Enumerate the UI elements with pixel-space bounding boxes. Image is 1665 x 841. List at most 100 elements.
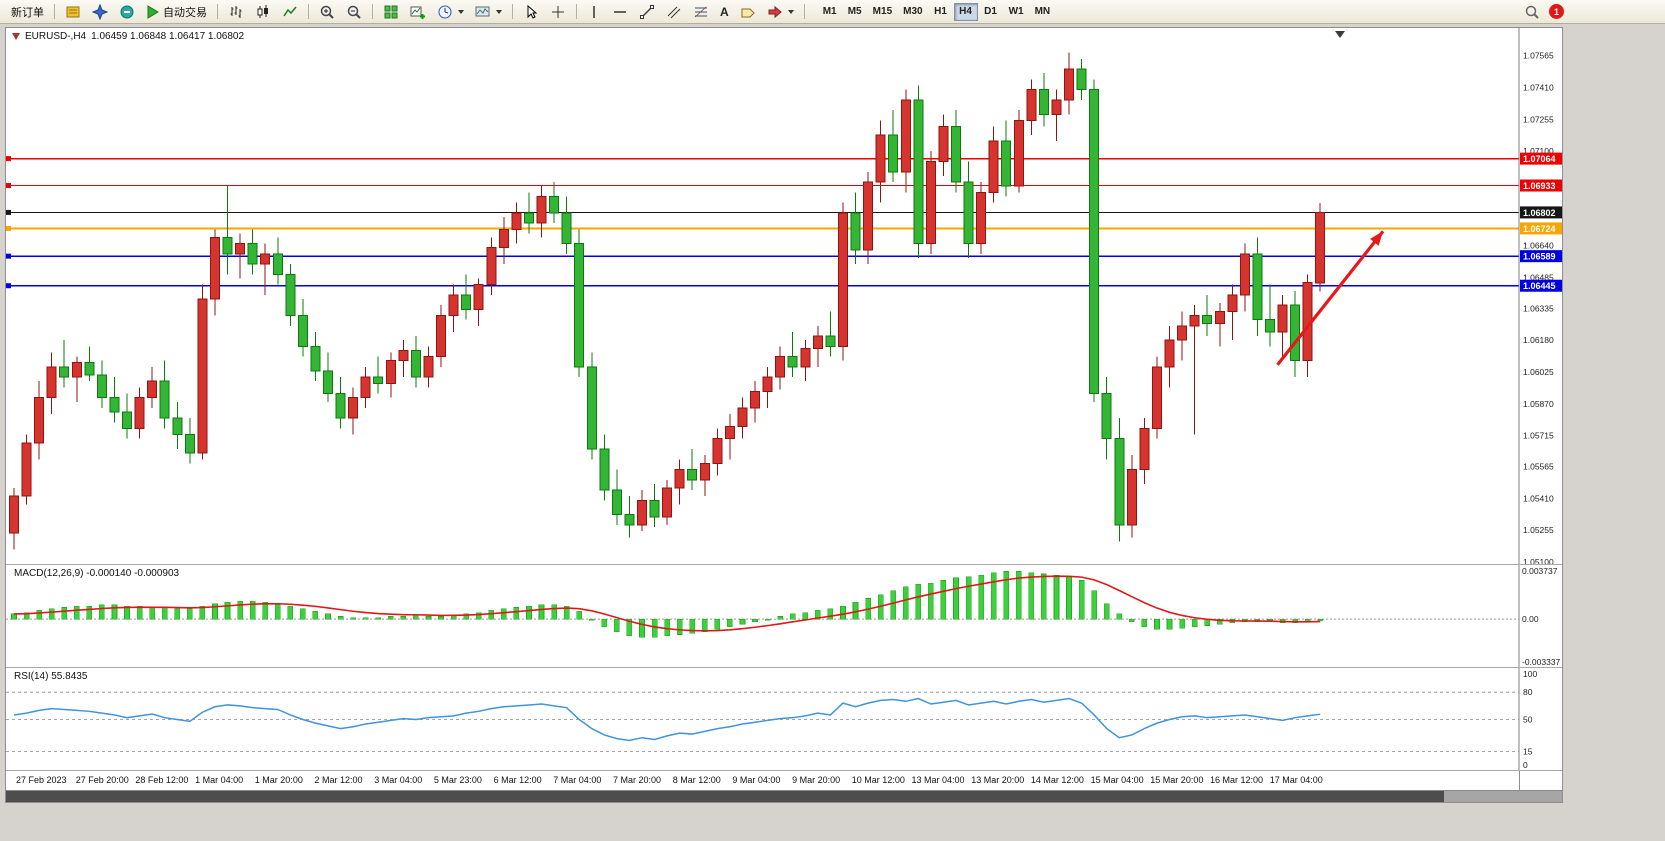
svg-text:1.06589: 1.06589	[1523, 252, 1556, 262]
play-icon	[147, 4, 159, 19]
trendline-tool-button[interactable]	[634, 2, 660, 22]
svg-text:-0.003337: -0.003337	[1522, 657, 1561, 667]
crosshair-icon	[552, 5, 564, 18]
label-tool-button[interactable]	[735, 2, 761, 22]
time-axis[interactable]: 27 Feb 2023 27 Feb 20:00 28 Feb 12:00 1 Mar…	[6, 770, 1562, 790]
toolbar-right-group: 1	[1524, 4, 1564, 20]
time-label: 7 Mar 04:00	[553, 775, 602, 785]
svg-text:1.05715: 1.05715	[1523, 431, 1554, 441]
chevron-down-icon	[787, 9, 794, 14]
time-label: 17 Mar 04:00	[1269, 775, 1323, 785]
time-label: 9 Mar 04:00	[732, 775, 781, 785]
time-label: 13 Mar 20:00	[971, 775, 1025, 785]
market-watch-button[interactable]	[60, 2, 86, 22]
tab-timeframe-h4[interactable]: H4	[953, 2, 978, 21]
svg-text:1.07064: 1.07064	[1523, 154, 1556, 164]
fibonacci-icon	[694, 6, 707, 17]
svg-text:1.05565: 1.05565	[1523, 461, 1554, 471]
time-label: 7 Mar 20:00	[613, 775, 662, 785]
time-label: 6 Mar 12:00	[493, 775, 542, 785]
rsi-pane: 100 80 50 15 0 RSI(14) 55.8435	[6, 667, 1562, 771]
candlestick-chart[interactable]: 1.075651.074101.072551.071001.069451.066…	[6, 28, 1562, 564]
toolbar-separator	[576, 4, 577, 19]
time-label: 2 Mar 12:00	[314, 775, 363, 785]
crosshair-tool-button[interactable]	[545, 2, 571, 22]
svg-text:0.003737: 0.003737	[1522, 566, 1558, 576]
zoom-out-button[interactable]	[341, 2, 367, 22]
navigator-button[interactable]	[87, 2, 113, 22]
svg-text:1.05100: 1.05100	[1523, 557, 1554, 564]
vertical-line-icon	[593, 5, 595, 18]
svg-text:0: 0	[1523, 760, 1528, 770]
time-label: 14 Mar 12:00	[1030, 775, 1084, 785]
rsi-chart[interactable]: 100 80 50 15 0	[6, 668, 1562, 771]
tab-timeframe-mn[interactable]: MN	[1030, 3, 1056, 21]
svg-text:1.07255: 1.07255	[1523, 114, 1554, 124]
auto-trading-button[interactable]: 自动交易	[141, 2, 212, 22]
market-watch-icon	[66, 6, 80, 17]
auto-trading-label: 自动交易	[163, 6, 207, 19]
toolbar-separator	[308, 4, 309, 19]
tile-windows-button[interactable]	[378, 2, 404, 22]
navigator-icon	[92, 3, 108, 20]
chart-title: EURUSD-,H4 1.06459 1.06848 1.06417 1.068…	[12, 31, 244, 42]
svg-text:15: 15	[1523, 746, 1533, 756]
bar-chart-button[interactable]	[223, 2, 249, 22]
new-order-button[interactable]: 新订单	[6, 2, 49, 22]
label-icon	[741, 8, 755, 17]
search-icon[interactable]	[1524, 4, 1540, 20]
time-label: 3 Mar 04:00	[374, 775, 423, 785]
channel-tool-button[interactable]	[661, 2, 687, 22]
line-chart-button[interactable]	[277, 2, 303, 22]
svg-text:0.00: 0.00	[1522, 614, 1539, 624]
svg-text:80: 80	[1523, 687, 1533, 697]
time-label: 1 Mar 20:00	[254, 775, 303, 785]
trend-arrow-annotation	[1276, 230, 1385, 366]
text-tool-button[interactable]: A	[715, 2, 734, 22]
tab-timeframe-m1[interactable]: M1	[818, 3, 842, 21]
chevron-down-icon	[496, 9, 502, 14]
terminal-icon	[120, 5, 134, 18]
tab-timeframe-m15[interactable]: M15	[868, 3, 897, 21]
tab-timeframe-w1[interactable]: W1	[1004, 3, 1029, 21]
rsi-label: RSI(14) 55.8435	[14, 671, 88, 682]
period-button[interactable]	[432, 2, 469, 22]
svg-text:1.05870: 1.05870	[1523, 399, 1554, 409]
cursor-tool-button[interactable]	[518, 2, 544, 22]
fibonacci-tool-button[interactable]	[688, 2, 714, 22]
new-chart-button[interactable]	[405, 2, 431, 22]
toolbar-separator	[54, 4, 55, 19]
svg-text:1.06640: 1.06640	[1523, 241, 1554, 251]
tab-timeframe-d1[interactable]: D1	[979, 3, 1003, 21]
time-label: 28 Feb 12:00	[135, 775, 189, 785]
template-button[interactable]	[470, 2, 507, 22]
terminal-button[interactable]	[114, 2, 140, 22]
vertical-line-tool-button[interactable]	[582, 2, 606, 22]
macd-label: MACD(12,26,9) -0.000140 -0.000903	[14, 568, 180, 579]
chevron-down-icon	[458, 9, 464, 14]
zoom-in-button[interactable]	[314, 2, 340, 22]
trendline-icon	[640, 4, 654, 19]
tab-timeframe-m5[interactable]: M5	[843, 3, 867, 21]
svg-text:1.06180: 1.06180	[1523, 335, 1554, 345]
svg-text:1.06802: 1.06802	[1523, 208, 1556, 218]
svg-text:1.07565: 1.07565	[1523, 51, 1554, 61]
zoom-in-icon	[320, 5, 334, 19]
svg-text:1.06335: 1.06335	[1523, 303, 1554, 313]
macd-chart[interactable]: 0.003737 0.00 -0.003337	[6, 565, 1562, 668]
time-label: 5 Mar 23:00	[433, 775, 482, 785]
tab-timeframe-h1[interactable]: H1	[929, 3, 953, 21]
tab-timeframe-m30[interactable]: M30	[898, 3, 927, 21]
shapes-tool-button[interactable]	[762, 2, 799, 22]
period-clock-icon	[438, 5, 452, 18]
horizontal-scrollbar[interactable]	[6, 790, 1562, 802]
candlestick-chart-button[interactable]	[250, 2, 276, 22]
svg-text:1.06025: 1.06025	[1523, 367, 1554, 377]
toolbar-separator	[372, 4, 373, 19]
symbol-marker-icon	[12, 33, 20, 40]
horizontal-line-tool-button[interactable]	[607, 2, 633, 22]
time-label: 27 Feb 2023	[16, 775, 67, 785]
notification-badge[interactable]: 1	[1549, 4, 1564, 19]
scrollbar-thumb[interactable]	[6, 791, 1444, 802]
channel-icon	[667, 6, 681, 18]
